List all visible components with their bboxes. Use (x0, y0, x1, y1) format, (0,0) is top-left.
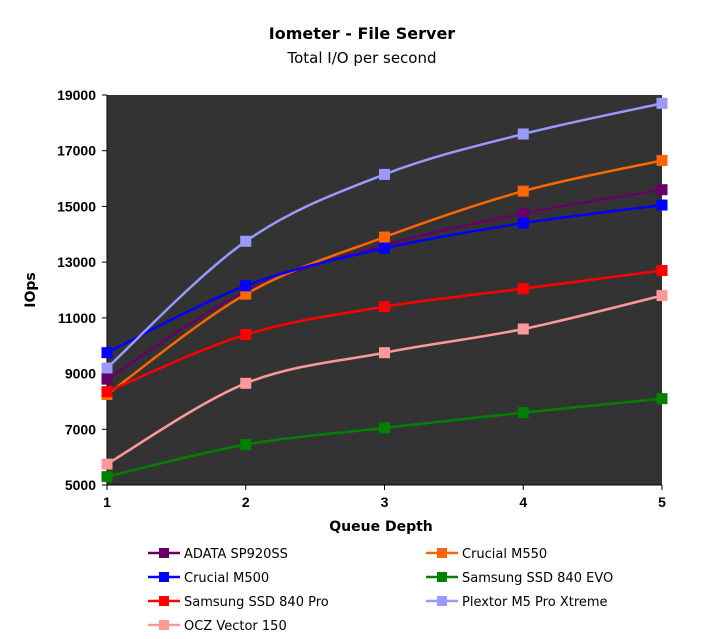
y-tick-label: 19000 (57, 87, 96, 103)
data-point (101, 347, 113, 359)
y-tick-label: 7000 (65, 421, 96, 437)
data-point (379, 242, 390, 254)
data-point (517, 128, 529, 140)
data-point (656, 199, 668, 211)
legend-marker (159, 620, 169, 630)
series-layer (101, 97, 668, 483)
x-axis-title: Queue Depth (329, 519, 433, 535)
legend-label: Samsung SSD 840 Pro (184, 595, 329, 610)
legend-item: Plextor M5 Pro Xtreme (426, 595, 608, 610)
legend-item: Crucial M500 (148, 571, 269, 586)
legend-label: Samsung SSD 840 EVO (462, 571, 613, 586)
legend-label: OCZ Vector 150 (184, 619, 287, 634)
series (101, 199, 668, 359)
data-point (656, 265, 668, 276)
x-tick-label: 5 (658, 494, 666, 510)
legend-item: OCZ Vector 150 (148, 619, 287, 634)
legend-label: Plextor M5 Pro Xtreme (462, 595, 608, 610)
legend-label: Crucial M500 (184, 571, 269, 586)
data-point (517, 407, 529, 419)
data-point (517, 283, 529, 295)
chart-title: Iometer - File Server (269, 24, 456, 43)
y-tick-label: 9000 (65, 366, 96, 382)
data-point (517, 185, 529, 197)
legend-item: Samsung SSD 840 EVO (426, 571, 613, 586)
series (101, 265, 668, 398)
data-point (379, 231, 390, 243)
legend-label: ADATA SP920SS (184, 547, 288, 562)
data-point (101, 471, 113, 483)
data-point (101, 386, 113, 398)
chart-subtitle: Total I/O per second (286, 49, 436, 67)
legend-item: ADATA SP920SS (148, 547, 288, 562)
data-point (379, 422, 390, 434)
data-point (240, 280, 252, 292)
data-point (101, 362, 113, 374)
data-point (656, 393, 668, 405)
data-point (240, 377, 252, 389)
y-tick-label: 11000 (58, 310, 96, 326)
x-tick-label: 1 (103, 494, 111, 510)
data-point (656, 290, 668, 302)
legend-marker (437, 596, 447, 606)
y-tick-label: 15000 (57, 198, 96, 214)
legend-marker (159, 596, 169, 606)
series (101, 290, 668, 470)
legend: ADATA SP920SS Crucial M550 Crucial M500 Sam… (148, 547, 613, 634)
data-point (656, 184, 668, 196)
legend-item: Samsung SSD 840 Pro (148, 595, 329, 610)
data-point (656, 154, 668, 166)
y-tick-label: 5000 (65, 477, 96, 493)
data-point (240, 235, 252, 247)
legend-label: Crucial M550 (462, 547, 547, 562)
series (101, 97, 668, 374)
series (101, 393, 668, 483)
data-point (101, 458, 113, 470)
legend-marker (437, 572, 447, 582)
data-point (240, 329, 252, 341)
legend-marker (159, 572, 169, 582)
y-tick-label: 13000 (57, 254, 96, 270)
x-tick-label: 4 (519, 494, 527, 510)
data-point (656, 97, 668, 109)
data-point (240, 439, 252, 451)
x-tick-label: 2 (242, 494, 250, 510)
data-point (517, 217, 529, 229)
data-point (379, 168, 390, 180)
y-axis-title: IOps (23, 272, 39, 307)
data-point (240, 288, 252, 300)
data-point (101, 373, 113, 385)
data-point (517, 323, 529, 335)
data-point (379, 301, 390, 313)
x-tick-label: 3 (381, 494, 389, 510)
x-axis: 1 2 3 4 5 (103, 484, 666, 510)
y-axis: 5000 7000 9000 11000 13000 15000 17000 19000 (57, 87, 108, 493)
y-tick-label: 17000 (57, 143, 96, 159)
legend-marker (437, 548, 447, 558)
legend-item: Crucial M550 (426, 547, 547, 562)
legend-marker (159, 548, 169, 558)
data-point (379, 347, 390, 359)
data-point (517, 207, 529, 219)
plot-area (107, 95, 662, 485)
